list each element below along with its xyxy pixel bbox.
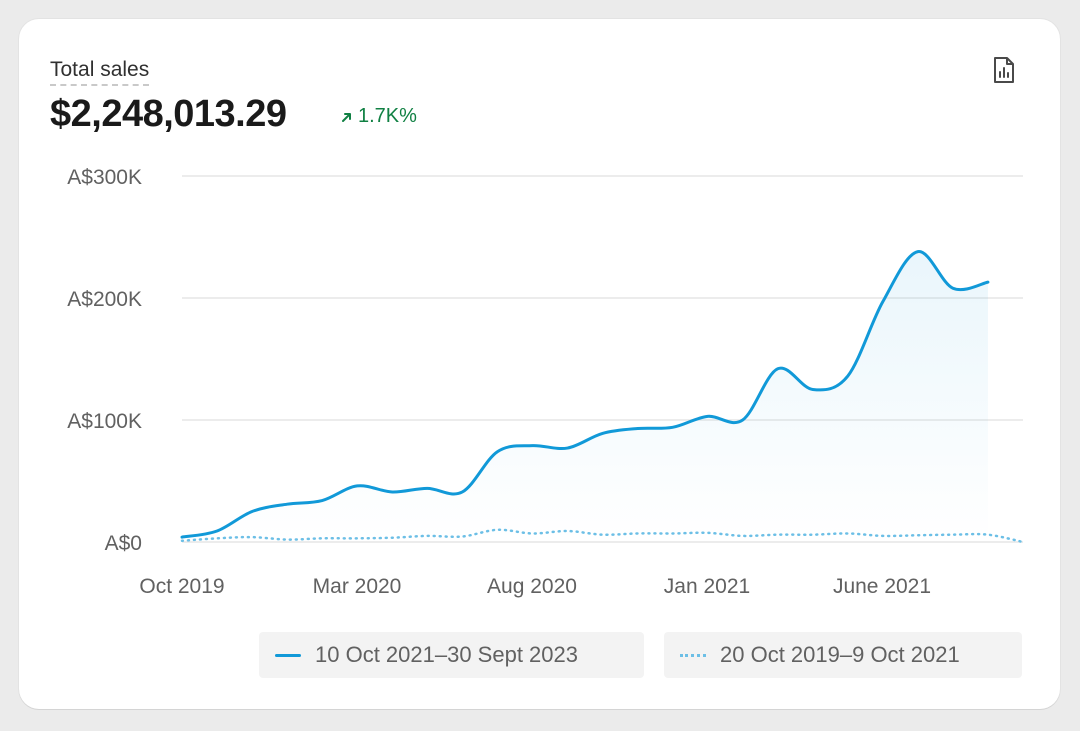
x-tick-label: Aug 2020 [487,575,577,598]
card-title[interactable]: Total sales [50,58,150,86]
y-tick-label: A$0 [105,532,142,555]
bar-chart-report-icon [994,57,1014,83]
legend-item-comparison[interactable]: 20 Oct 2019–9 Oct 2021 [664,632,1022,678]
total-sales-card: Total sales $2,248,013.29 1.7K% A$0 A$100… [19,19,1060,709]
export-report-button[interactable] [987,53,1021,87]
arrow-up-right-icon [342,112,351,122]
y-tick-label: A$100K [67,410,142,433]
series-area-fill [182,251,988,542]
solid-line-swatch [275,653,301,657]
x-tick-label: Mar 2020 [313,575,402,598]
x-tick-label: Oct 2019 [139,575,224,598]
x-tick-label: Jan 2021 [664,575,750,598]
dotted-line-swatch [680,653,706,657]
legend-label-comparison: 20 Oct 2019–9 Oct 2021 [720,642,960,667]
change-indicator: 1.7K% [340,105,417,128]
legend-label-current: 10 Oct 2021–30 Sept 2023 [315,642,578,667]
x-tick-label: June 2021 [833,575,931,598]
y-tick-label: A$200K [67,288,142,311]
change-value: 1.7K% [358,105,417,127]
series-line-current [180,250,990,539]
legend-item-current[interactable]: 10 Oct 2021–30 Sept 2023 [259,632,644,678]
total-sales-value: $2,248,013.29 [50,93,287,135]
sales-line-chart: A$0 A$100K A$200K A$300K Oct 2019 Mar 2020 Aug… [67,166,1025,598]
y-tick-label: A$300K [67,166,142,189]
series-line-comparison [180,528,1025,544]
